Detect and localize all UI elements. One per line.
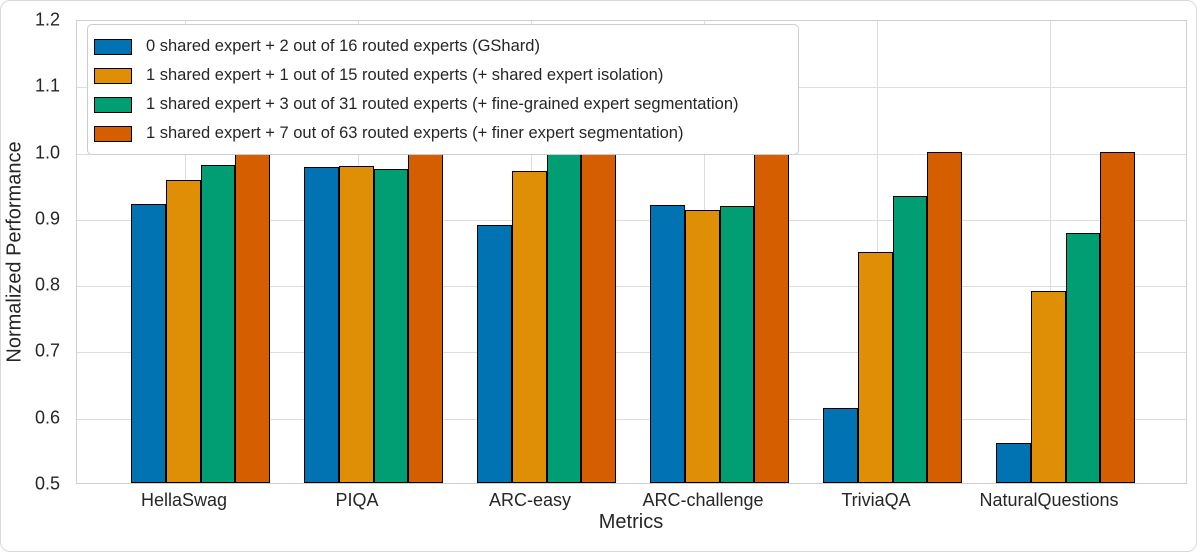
y-axis-title: Normalized Performance <box>3 141 26 363</box>
bar-series0-ARC-challenge <box>650 204 685 483</box>
legend-swatch-icon <box>94 67 132 84</box>
bar-series2-HellaSwag <box>200 164 236 483</box>
y-tick-label-0.8: 0.8 <box>34 274 60 295</box>
legend-swatch-icon <box>94 125 132 142</box>
bar-series1-NaturalQuestions <box>1030 291 1066 483</box>
legend-label: 1 shared expert + 7 out of 63 routed exp… <box>146 124 684 142</box>
bar-series1-ARC-challenge <box>684 209 720 483</box>
bar-series0-ARC-easy <box>477 225 512 483</box>
x-tick-label-ARC-challenge: ARC-challenge <box>642 490 764 510</box>
y-tick-label-1.2: 1.2 <box>34 9 60 30</box>
bar-series3-HellaSwag <box>235 151 270 483</box>
bar-series1-ARC-easy <box>511 170 547 483</box>
bar-series0-TriviaQA <box>823 408 858 483</box>
plot-area: 0 shared expert + 2 out of 16 routed exp… <box>76 20 1187 484</box>
y-tick-label-1.0: 1.0 <box>34 142 60 163</box>
bar-series1-PIQA <box>338 166 374 483</box>
y-tick-label-0.6: 0.6 <box>34 407 60 428</box>
legend-row-3: 1 shared expert + 7 out of 63 routed exp… <box>94 119 786 148</box>
x-tick-label-HellaSwag: HellaSwag <box>140 490 228 510</box>
y-tick-label-0.7: 0.7 <box>34 340 60 361</box>
h-gridline-0.9 <box>77 219 1186 221</box>
bar-series0-NaturalQuestions <box>996 443 1031 483</box>
bar-series2-TriviaQA <box>892 195 928 483</box>
legend-label: 1 shared expert + 3 out of 31 routed exp… <box>146 95 739 113</box>
h-gridline-0.8 <box>77 286 1186 288</box>
legend-row-2: 1 shared expert + 3 out of 31 routed exp… <box>94 90 786 119</box>
x-tick-label-NaturalQuestions: NaturalQuestions <box>979 490 1119 510</box>
bar-series2-ARC-challenge <box>719 205 755 483</box>
legend-label: 0 shared expert + 2 out of 16 routed exp… <box>146 37 540 55</box>
y-tick-label-1.1: 1.1 <box>34 75 60 96</box>
bar-series3-TriviaQA <box>927 151 962 483</box>
legend-label: 1 shared expert + 1 out of 15 routed exp… <box>146 66 664 84</box>
bar-series3-PIQA <box>408 151 443 483</box>
bar-series2-ARC-easy <box>546 152 582 483</box>
bar-series3-ARC-easy <box>581 151 616 483</box>
bar-series0-PIQA <box>304 167 339 483</box>
h-gridline-0.6 <box>77 418 1186 420</box>
bar-series3-ARC-challenge <box>754 151 789 483</box>
x-tick-label-PIQA: PIQA <box>335 490 379 510</box>
legend: 0 shared expert + 2 out of 16 routed exp… <box>87 24 799 155</box>
bar-series3-NaturalQuestions <box>1100 151 1135 483</box>
bar-series1-HellaSwag <box>165 180 201 483</box>
y-tick-label-0.9: 0.9 <box>34 208 60 229</box>
bar-series2-PIQA <box>373 169 409 483</box>
bar-series2-NaturalQuestions <box>1065 233 1101 483</box>
x-tick-label-ARC-easy: ARC-easy <box>488 490 572 510</box>
legend-row-0: 0 shared expert + 2 out of 16 routed exp… <box>94 32 786 61</box>
legend-swatch-icon <box>94 96 132 113</box>
legend-row-1: 1 shared expert + 1 out of 15 routed exp… <box>94 61 786 90</box>
v-gridline-NaturalQuestions <box>1050 21 1051 483</box>
x-axis-title: Metrics <box>598 511 664 533</box>
y-tick-label-0.5: 0.5 <box>34 473 60 494</box>
bar-series1-TriviaQA <box>857 251 893 483</box>
x-tick-label-TriviaQA: TriviaQA <box>841 490 911 510</box>
h-gridline-0.7 <box>77 352 1186 354</box>
legend-swatch-icon <box>94 38 132 55</box>
bar-series0-HellaSwag <box>131 203 166 483</box>
